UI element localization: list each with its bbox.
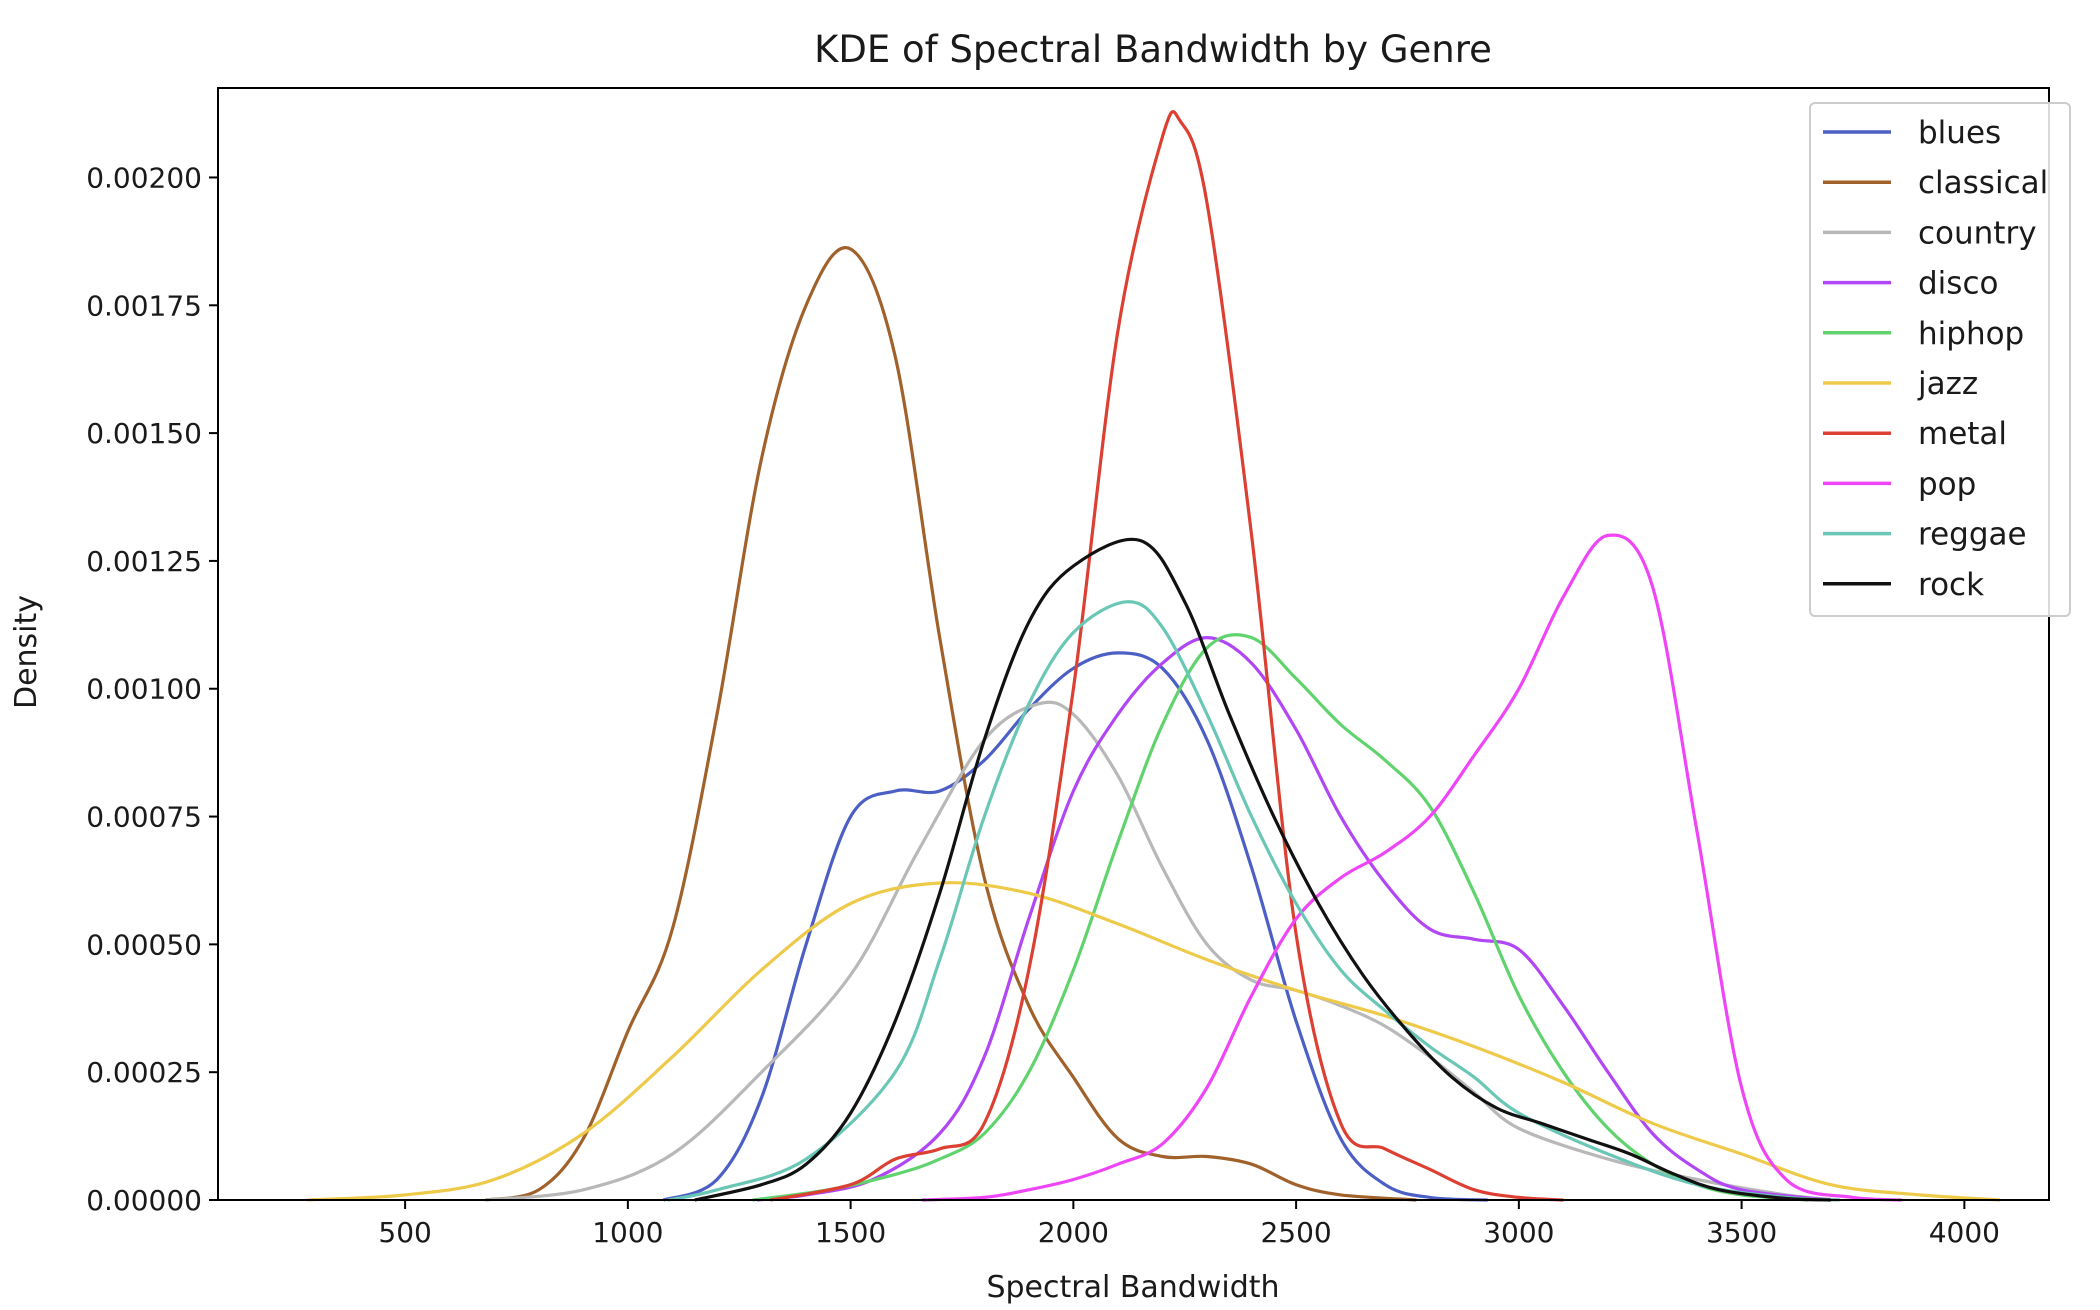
y-tick-label: 0.00025: [86, 1056, 202, 1089]
y-axis-ticks: 0.00000 0.00025 0.00050 0.00075 0.00100 0.001…: [86, 161, 218, 1217]
legend-label-jazz: jazz: [1917, 366, 1978, 402]
series-line-disco: [756, 636, 1831, 1202]
legend-label-disco: disco: [1918, 266, 1998, 302]
legend-label-blues: blues: [1918, 115, 2001, 151]
legend-label-classical: classical: [1918, 165, 2048, 201]
series-line-metal: [770, 110, 1564, 1202]
x-tick-label: 2500: [1260, 1216, 1331, 1249]
y-tick-label: 0.00200: [86, 161, 202, 194]
x-tick-label: 500: [378, 1216, 431, 1249]
y-tick-label: 0.00125: [86, 545, 202, 578]
x-tick-label: 3500: [1706, 1216, 1777, 1249]
x-tick-label: 2000: [1038, 1216, 1109, 1249]
y-axis-label: Density: [9, 595, 44, 709]
x-tick-label: 1500: [815, 1216, 886, 1249]
x-tick-label: 4000: [1929, 1216, 2000, 1249]
series-curves: [307, 110, 2001, 1202]
series-line-blues: [662, 651, 1488, 1202]
series-line-classical: [485, 245, 1417, 1202]
x-tick-label: 3000: [1483, 1216, 1554, 1249]
series-line-reggae: [667, 600, 1840, 1202]
y-tick-label: 0.00150: [86, 417, 202, 450]
y-tick-label: 0.00075: [86, 801, 202, 834]
legend: blues classical country disco hiphop jazz meta…: [1809, 102, 2071, 617]
y-tick-label: 0.00175: [86, 289, 202, 322]
series-line-jazz: [307, 881, 2001, 1202]
series-line-pop: [921, 533, 1903, 1202]
legend-label-reggae: reggae: [1918, 517, 2027, 553]
plot-frame: [217, 87, 2050, 1201]
y-tick-label: 0.00100: [86, 673, 202, 706]
x-tick-label: 1000: [592, 1216, 663, 1249]
legend-label-pop: pop: [1918, 466, 1976, 502]
y-tick-label: 0.00000: [86, 1184, 202, 1217]
legend-label-rock: rock: [1918, 567, 1984, 603]
y-tick-label: 0.00050: [86, 928, 202, 961]
series-line-hiphop: [752, 633, 1809, 1202]
x-axis-label: Spectral Bandwidth: [986, 1270, 1279, 1305]
legend-label-metal: metal: [1918, 416, 2007, 452]
series-line-country: [485, 700, 1840, 1202]
x-axis-ticks: 500 1000 1500 2000 2500 3000 3500 4000: [378, 1200, 2000, 1249]
legend-label-country: country: [1918, 215, 2037, 251]
legend-label-hiphop: hiphop: [1918, 316, 2024, 352]
series-line-rock: [694, 537, 1831, 1202]
chart-title: KDE of Spectral Bandwidth by Genre: [814, 28, 1492, 71]
